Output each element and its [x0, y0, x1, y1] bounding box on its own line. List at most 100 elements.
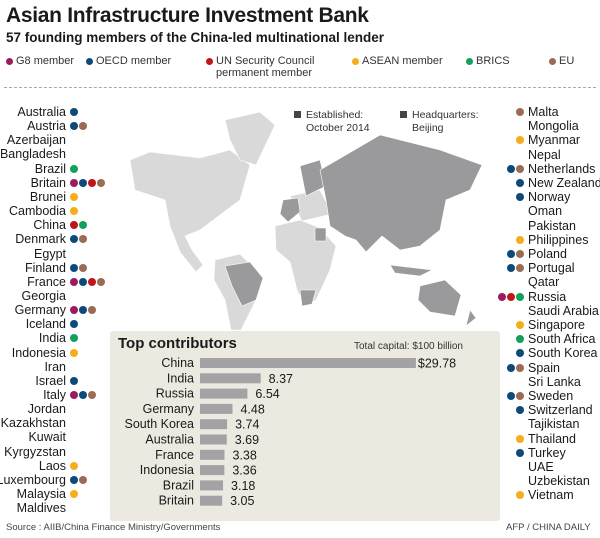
- membership-dots: [507, 250, 524, 258]
- member-name: Brazil: [34, 161, 66, 176]
- map-indonesia: [389, 264, 434, 277]
- member-name: South Korea: [528, 346, 598, 361]
- oecd-dot-icon: [79, 306, 87, 315]
- membership-dots: [516, 136, 524, 145]
- membership-dots: [516, 235, 524, 244]
- member-item: Malta: [490, 105, 600, 119]
- legend-item-oecd: OECD member: [86, 55, 171, 67]
- asean-dot-icon: [516, 321, 524, 329]
- asean-dot-icon: [516, 136, 524, 145]
- eu-dot-icon: [516, 108, 524, 116]
- member-item: Pakistan: [490, 219, 600, 233]
- asean-dot-icon: [516, 491, 524, 500]
- map-africa: [274, 219, 337, 307]
- member-item: Maldives: [0, 501, 110, 515]
- membership-dots: [70, 164, 78, 173]
- member-name: Egypt: [34, 246, 66, 261]
- asean-dot-icon: [70, 192, 78, 201]
- bar-brazil: [200, 480, 224, 491]
- membership-dots: [507, 164, 524, 173]
- oecd-dot-icon: [507, 264, 515, 273]
- member-item: Oman: [490, 204, 600, 218]
- member-name: Philippines: [528, 232, 589, 247]
- map-greenland: [224, 111, 276, 166]
- bar-category-label: France: [155, 448, 194, 462]
- legend-item-brics: BRICS: [466, 55, 510, 67]
- asean-dot-icon: [516, 434, 524, 443]
- member-item: Azerbaijan: [0, 133, 110, 147]
- membership-dots: [70, 348, 78, 357]
- bar-chart: China $29.78 India 8.37 Russia 6.54 Germany 4.4…: [125, 356, 457, 508]
- member-item: Laos: [0, 459, 110, 473]
- oecd-dot-icon: [79, 277, 87, 286]
- g8-dot-icon: [70, 277, 78, 286]
- member-name: Myanmar: [528, 133, 581, 148]
- map-brazil: [224, 261, 264, 307]
- member-item: Bangladesh: [0, 147, 110, 161]
- divider: [4, 87, 596, 88]
- member-item: Denmark: [0, 232, 110, 246]
- eu-dot-icon: [88, 306, 96, 315]
- dot-icon: [6, 58, 13, 65]
- asean-dot-icon: [516, 235, 524, 244]
- membership-dots: [70, 221, 87, 230]
- bar-category-label: Indonesia: [140, 463, 194, 477]
- member-item: UAE: [490, 460, 600, 474]
- membership-dots: [516, 108, 524, 116]
- oecd-dot-icon: [516, 179, 524, 187]
- bar-category-label: China: [161, 356, 194, 370]
- member-item: Tajikistan: [490, 417, 600, 431]
- membership-dots: [516, 491, 524, 500]
- member-name: Luxembourg: [0, 472, 66, 487]
- oecd-dot-icon: [516, 349, 524, 358]
- legend-item-g8: G8 member: [6, 55, 74, 67]
- map-western-europe: [279, 197, 301, 223]
- member-name: Australia: [17, 105, 66, 119]
- member-name: New Zealand: [528, 176, 600, 190]
- member-name: Kyrgyzstan: [4, 444, 66, 459]
- member-item: Israel: [0, 374, 110, 388]
- membership-dots: [516, 193, 524, 202]
- membership-dots: [516, 406, 524, 415]
- oecd-dot-icon: [507, 363, 515, 372]
- member-name: Tajikistan: [528, 417, 580, 432]
- eu-dot-icon: [516, 164, 524, 173]
- chart-subtitle: Total capital: $100 billion: [354, 341, 463, 352]
- legend-item-eu: EU: [549, 55, 574, 67]
- member-item: Malaysia: [0, 487, 110, 501]
- member-name: Sweden: [528, 389, 574, 403]
- bar-value-label: 3.36: [232, 464, 256, 478]
- member-item: South Korea: [490, 346, 600, 360]
- member-name: Finland: [25, 260, 66, 275]
- chart-title: Top contributors: [118, 335, 237, 352]
- oecd-dot-icon: [70, 475, 78, 484]
- member-item: India: [0, 331, 110, 345]
- member-name: India: [38, 331, 66, 346]
- unsc-dot-icon: [88, 277, 96, 286]
- brics-dot-icon: [79, 221, 87, 230]
- bar-category-label: Australia: [145, 433, 194, 447]
- oecd-dot-icon: [79, 391, 87, 399]
- member-name: Indonesia: [11, 345, 66, 360]
- bar-value-label: 3.18: [231, 479, 255, 493]
- member-item: South Africa: [490, 332, 600, 346]
- member-item: Iran: [0, 360, 110, 374]
- membership-dots: [70, 475, 87, 484]
- member-item: Thailand: [490, 432, 600, 446]
- dot-icon: [206, 58, 213, 65]
- established-note: Established: October 2014: [294, 109, 370, 135]
- member-name: UAE: [528, 460, 554, 474]
- member-name: France: [27, 274, 66, 289]
- map-egypt: [314, 227, 327, 242]
- member-item: Kyrgyzstan: [0, 445, 110, 459]
- member-name: Vietnam: [528, 488, 574, 503]
- member-item: Luxembourg: [0, 473, 110, 487]
- bar-value-label: 3.74: [235, 418, 259, 432]
- member-item: Nepal: [490, 148, 600, 162]
- member-item: Philippines: [490, 233, 600, 247]
- asean-dot-icon: [70, 461, 78, 470]
- oecd-dot-icon: [507, 164, 515, 173]
- member-name: Poland: [528, 247, 567, 261]
- map-south-africa: [299, 289, 317, 307]
- member-name: Cambodia: [9, 204, 66, 219]
